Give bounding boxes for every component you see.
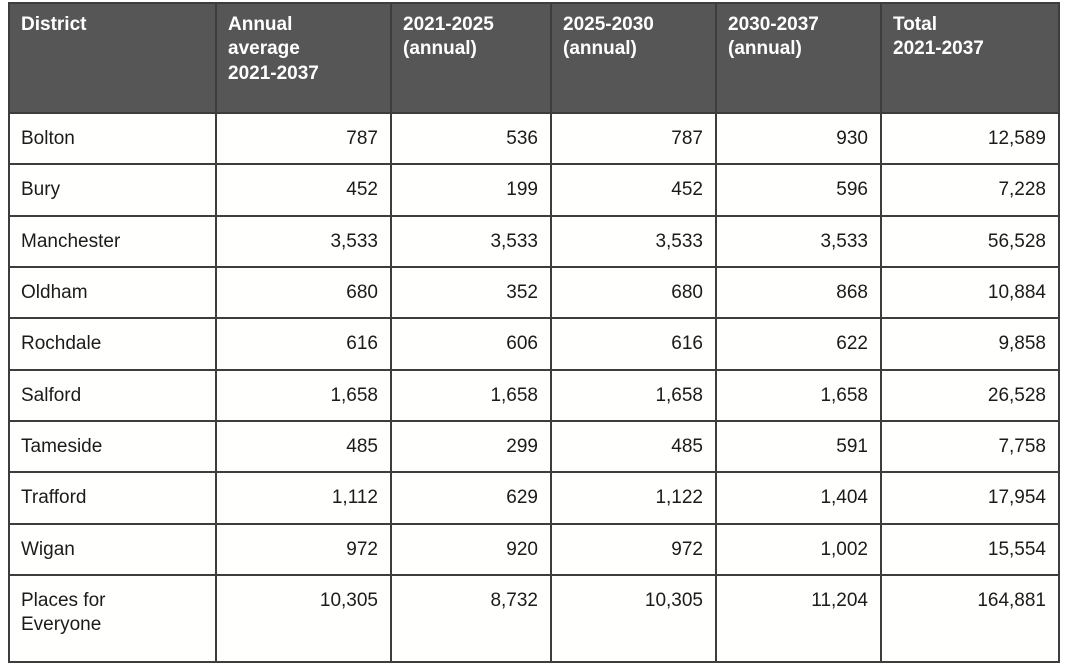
value-cell: 596 [715,163,882,217]
value-cell: 536 [390,111,552,166]
value-cell: 629 [390,471,552,525]
table-row: Places for Everyone 10,305 8,732 10,305 11,2… [8,573,1060,663]
table-row: Bury 452 199 452 596 7,228 [8,163,1060,217]
district-cell: Bolton [8,111,217,166]
district-cell: Places for Everyone [8,573,217,663]
value-cell: 12,589 [880,111,1060,166]
value-cell: 616 [215,317,392,371]
district-cell: Salford [8,368,217,422]
district-cell: Trafford [8,471,217,525]
table-row: Bolton 787 536 787 930 12,589 [8,111,1060,166]
value-cell: 3,533 [715,214,882,268]
value-cell: 616 [550,317,717,371]
value-cell: 8,732 [390,573,552,663]
table-row: Wigan 972 920 972 1,002 15,554 [8,522,1060,576]
value-cell: 164,881 [880,573,1060,663]
value-cell: 1,404 [715,471,882,525]
housing-delivery-table: District Annual average 2021-2037 2021-2… [8,2,1060,663]
value-cell: 1,658 [550,368,717,422]
table-row: Rochdale 616 606 616 622 9,858 [8,317,1060,371]
value-cell: 787 [215,111,392,166]
value-cell: 1,122 [550,471,717,525]
value-cell: 920 [390,522,552,576]
table-header: District Annual average 2021-2037 2021-2… [8,2,1060,114]
value-cell: 591 [715,419,882,474]
header-cell-2025-2030: 2025-2030 (annual) [550,2,717,114]
value-cell: 787 [550,111,717,166]
district-cell: Rochdale [8,317,217,371]
value-cell: 10,884 [880,265,1060,320]
value-cell: 1,658 [390,368,552,422]
value-cell: 1,112 [215,471,392,525]
value-cell: 299 [390,419,552,474]
value-cell: 3,533 [550,214,717,268]
value-cell: 485 [550,419,717,474]
value-cell: 352 [390,265,552,320]
header-cell-2021-2025: 2021-2025 (annual) [390,2,552,114]
value-cell: 452 [215,163,392,217]
value-cell: 26,528 [880,368,1060,422]
district-cell: Tameside [8,419,217,474]
value-cell: 868 [715,265,882,320]
value-cell: 17,954 [880,471,1060,525]
value-cell: 680 [215,265,392,320]
header-cell-district: District [8,2,217,114]
district-cell: Manchester [8,214,217,268]
value-cell: 199 [390,163,552,217]
value-cell: 7,758 [880,419,1060,474]
value-cell: 972 [215,522,392,576]
value-cell: 1,658 [215,368,392,422]
table-row: Trafford 1,112 629 1,122 1,404 17,954 [8,471,1060,525]
value-cell: 930 [715,111,882,166]
value-cell: 485 [215,419,392,474]
table-row: Tameside 485 299 485 591 7,758 [8,419,1060,474]
value-cell: 622 [715,317,882,371]
value-cell: 11,204 [715,573,882,663]
value-cell: 10,305 [215,573,392,663]
value-cell: 452 [550,163,717,217]
table-body: Bolton 787 536 787 930 12,589 Bury 452 199 452 596… [8,111,1060,663]
value-cell: 7,228 [880,163,1060,217]
value-cell: 9,858 [880,317,1060,371]
table-row: Manchester 3,533 3,533 3,533 3,533 56,528 [8,214,1060,268]
header-cell-annual-average: Annual average 2021-2037 [215,2,392,114]
table-header-row: District Annual average 2021-2037 2021-2… [8,2,1060,114]
value-cell: 56,528 [880,214,1060,268]
value-cell: 3,533 [390,214,552,268]
header-cell-total: Total 2021-2037 [880,2,1060,114]
district-cell: Bury [8,163,217,217]
value-cell: 680 [550,265,717,320]
value-cell: 1,002 [715,522,882,576]
value-cell: 972 [550,522,717,576]
table-row: Salford 1,658 1,658 1,658 1,658 26,528 [8,368,1060,422]
table-row: Oldham 680 352 680 868 10,884 [8,265,1060,320]
value-cell: 10,305 [550,573,717,663]
value-cell: 15,554 [880,522,1060,576]
value-cell: 3,533 [215,214,392,268]
header-cell-2030-2037: 2030-2037 (annual) [715,2,882,114]
district-cell: Wigan [8,522,217,576]
value-cell: 606 [390,317,552,371]
district-cell: Oldham [8,265,217,320]
value-cell: 1,658 [715,368,882,422]
